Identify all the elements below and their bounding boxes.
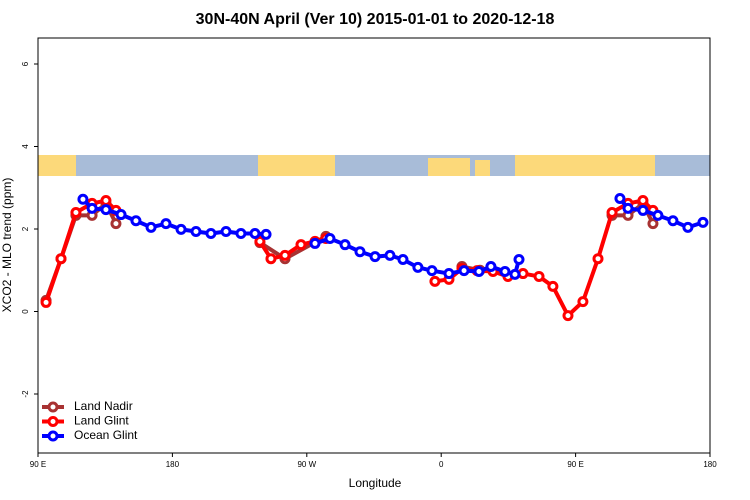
point — [235, 228, 247, 240]
point — [547, 280, 559, 292]
y-tick-label: 6 — [21, 61, 30, 66]
point — [499, 265, 511, 277]
point — [458, 265, 470, 277]
y-axis-label: XCO2 - MLO trend (ppm) — [0, 178, 14, 313]
point — [115, 209, 127, 221]
point — [606, 206, 618, 218]
point — [77, 193, 89, 205]
point — [145, 221, 157, 233]
y-tick-label: 2 — [21, 226, 30, 231]
point — [100, 204, 112, 216]
x-tick-label: 180 — [166, 460, 180, 469]
point — [614, 192, 626, 204]
point — [354, 246, 366, 258]
y-tick-label: 0 — [21, 309, 30, 314]
point — [652, 209, 664, 221]
point — [622, 202, 634, 214]
point — [254, 235, 266, 247]
x-tick-label: 0 — [439, 460, 444, 469]
point — [110, 218, 122, 230]
point — [473, 265, 485, 277]
point — [533, 270, 545, 282]
point — [485, 261, 497, 273]
point — [426, 265, 438, 277]
point — [295, 239, 307, 251]
point — [260, 228, 272, 240]
legend-marker — [47, 401, 59, 413]
point — [40, 296, 52, 308]
point — [647, 218, 659, 230]
point — [279, 249, 291, 261]
point — [175, 223, 187, 235]
x-axis-label: Longitude — [349, 476, 402, 490]
point — [339, 239, 351, 251]
legend-marker — [47, 416, 59, 427]
point — [100, 195, 112, 207]
x-tick-label: 90 E — [567, 460, 583, 469]
point — [667, 215, 679, 227]
point — [637, 195, 649, 207]
point — [249, 228, 261, 240]
map-strip — [38, 155, 710, 176]
point — [384, 249, 396, 261]
x-tick-label: 90 E — [30, 460, 46, 469]
point — [637, 204, 649, 216]
y-tick-label: -2 — [21, 390, 30, 398]
point — [562, 310, 574, 322]
legend-marker — [47, 430, 59, 442]
point — [592, 253, 604, 265]
point — [55, 253, 67, 265]
point — [513, 254, 525, 266]
point — [220, 225, 232, 237]
point — [369, 251, 381, 263]
point — [577, 296, 589, 308]
point — [205, 228, 217, 240]
point — [265, 253, 277, 265]
legend-label: Land Glint — [74, 414, 129, 428]
chart-title: 30N-40N April (Ver 10) 2015-01-01 to 202… — [196, 11, 555, 28]
point — [309, 237, 321, 249]
point — [160, 218, 172, 230]
point — [697, 216, 709, 228]
legend-label: Ocean Glint — [74, 428, 138, 442]
x-tick-label: 90 W — [297, 460, 316, 469]
point — [70, 206, 82, 218]
y-tick-label: 4 — [21, 144, 30, 149]
point — [509, 268, 521, 280]
point — [130, 215, 142, 227]
point — [397, 254, 409, 266]
legend-label: Land Nadir — [74, 399, 133, 413]
point — [682, 221, 694, 233]
point — [412, 261, 424, 273]
point — [86, 202, 98, 214]
plot-frame — [37, 37, 711, 454]
point — [429, 275, 441, 287]
point — [324, 232, 336, 244]
x-tick-label: 180 — [703, 460, 717, 469]
point — [443, 268, 455, 280]
point — [190, 225, 202, 237]
